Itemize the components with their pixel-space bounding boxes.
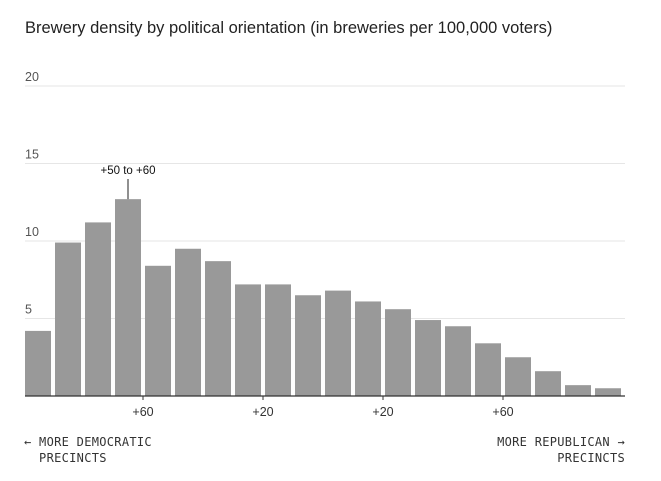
y-tick-label: 15 [25,148,39,162]
bar [535,371,561,396]
bar [415,320,441,396]
y-tick-label: 20 [25,70,39,84]
bar [175,249,201,396]
bar [505,357,531,396]
bars [25,199,621,396]
bar [205,261,231,396]
y-tick-label: 5 [25,303,32,317]
bar [445,326,471,396]
y-axis-ticks: 5 10 15 20 [25,70,39,317]
annotation-label: +50 to +60 [101,165,156,177]
more-republican-label: MORE REPUBLICAN → PRECINCTS [497,434,625,466]
x-axis-ticks: +60 +20 +20 +60 [132,396,513,419]
bar [145,266,171,396]
bar [385,309,411,396]
x-tick-label: +20 [372,405,393,419]
bar [475,343,501,396]
bar-annotation: +50 to +60 [101,165,156,199]
bar [295,295,321,396]
bar [25,331,51,396]
y-tick-label: 10 [25,225,39,239]
bar [115,199,141,396]
bar [265,284,291,396]
more-democratic-label: ← MORE DEMOCRATIC PRECINCTS [24,434,152,466]
bar [355,301,381,396]
x-tick-label: +60 [132,405,153,419]
bar [565,385,591,396]
bar [325,291,351,396]
x-tick-label: +20 [252,405,273,419]
bar [85,222,111,396]
x-tick-label: +60 [492,405,513,419]
bar [55,243,81,396]
bar [235,284,261,396]
bar [595,388,621,396]
